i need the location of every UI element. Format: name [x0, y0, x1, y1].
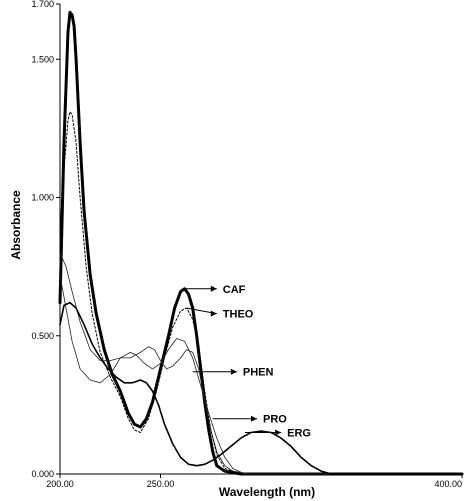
- annotation-arrowhead: [275, 429, 282, 436]
- y-axis-title: Absorbance: [9, 190, 23, 260]
- annotation-label-phen: PHEN: [243, 367, 274, 379]
- x-tick-label: 250.00: [147, 479, 175, 489]
- annotation-label-pro: PRO: [263, 414, 287, 426]
- series-line-caf: [58, 10, 464, 476]
- annotation-label-erg: ERG: [287, 428, 311, 440]
- y-tick-label: 0.500: [31, 331, 54, 341]
- annotation-arrowhead: [251, 415, 257, 422]
- x-tick-label: 400.00: [434, 479, 462, 489]
- series-line-theo: [59, 111, 463, 475]
- annotation-arrowhead: [210, 310, 217, 317]
- y-tick-label: 0.000: [31, 469, 54, 479]
- x-axis-title: Wavelength (nm): [219, 485, 315, 499]
- plot-area: [58, 4, 464, 476]
- series-line-erg: [59, 301, 463, 475]
- annotation-arrowhead: [210, 285, 217, 292]
- y-tick-labels: 0.000 0.500 1.000 1.500 1.700: [31, 0, 60, 479]
- annotation-arrowhead: [230, 368, 237, 375]
- annotation-label-caf: CAF: [223, 284, 246, 296]
- x-tick-labels: 200.00 250.00 400.00: [46, 474, 463, 489]
- y-tick-label: 1.500: [31, 54, 54, 64]
- x-tick-label: 200.00: [46, 479, 74, 489]
- annotation-label-theo: THEO: [223, 309, 254, 321]
- series-line-phen: [59, 252, 463, 475]
- y-tick-label: 1.700: [31, 0, 54, 9]
- y-tick-label: 1.000: [31, 193, 54, 203]
- series-line-pro: [59, 274, 463, 475]
